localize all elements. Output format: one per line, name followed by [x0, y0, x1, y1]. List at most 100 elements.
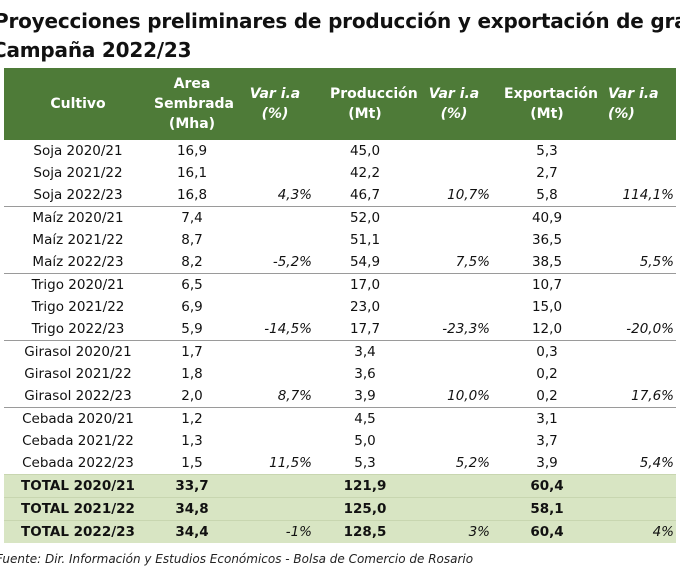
- cell-var1: [232, 407, 318, 430]
- cell-var2: [412, 140, 496, 162]
- cell-var1: [232, 229, 318, 251]
- cell-var1: [232, 497, 318, 521]
- cell-var1: [232, 206, 318, 229]
- cell-var3: [598, 407, 676, 430]
- cell-var1: [232, 363, 318, 385]
- header-exportacion: Exportación (Mt): [496, 68, 598, 140]
- cell-exp: 5,3: [536, 143, 558, 159]
- cell-var1: 11,5%: [269, 455, 312, 471]
- cell-area: 8,7: [181, 232, 203, 248]
- cell-prod: 46,7: [349, 187, 381, 203]
- cell-area: 16,1: [176, 165, 208, 181]
- cell-var3: 114,1%: [622, 187, 674, 203]
- cell-var2: 10,7%: [447, 187, 490, 203]
- cell-cultivo: Maíz 2021/22: [32, 232, 124, 248]
- table-row: Girasol 2021/22 1,8 3,6 0,2: [4, 363, 676, 385]
- cell-var2: [412, 340, 496, 363]
- cell-exp: 3,7: [536, 433, 558, 449]
- cell-var1: -1%: [232, 520, 318, 543]
- cell-exp: 60,4: [496, 474, 598, 498]
- cell-exp: 0,2: [536, 366, 558, 382]
- cell-var3: [598, 430, 676, 452]
- header-cultivo: Cultivo: [4, 68, 152, 140]
- cell-prod: 54,9: [349, 254, 381, 270]
- table-row: Trigo 2020/21 6,5 17,0 10,7: [4, 273, 676, 296]
- cell-var3: [598, 296, 676, 318]
- header-var-produccion: Var i.a (%): [412, 68, 496, 140]
- cell-area: 1,8: [181, 366, 203, 382]
- cell-var3: [598, 140, 676, 162]
- cell-var3: [598, 229, 676, 251]
- table-row: Trigo 2022/23 5,9 -14,5% 17,7 -23,3% 12,0 -20,…: [4, 318, 676, 341]
- cell-cultivo: TOTAL 2022/23: [4, 520, 152, 543]
- header-produccion: Producción (Mt): [318, 68, 418, 140]
- cell-cultivo: Cebada 2022/23: [22, 455, 134, 471]
- table-row: Girasol 2020/21 1,7 3,4 0,3: [4, 340, 676, 363]
- cell-prod: 3,6: [354, 366, 376, 382]
- cell-var3: [598, 162, 676, 184]
- cell-prod: 51,1: [349, 232, 381, 248]
- cell-exp: 0,2: [536, 388, 558, 404]
- cell-cultivo: Maíz 2020/21: [4, 206, 152, 229]
- cell-area: 1,7: [152, 340, 232, 363]
- cell-prod: 5,3: [354, 455, 376, 471]
- cell-var3: 4%: [598, 520, 676, 543]
- cell-area: 7,4: [152, 206, 232, 229]
- cell-var3: [598, 340, 676, 363]
- cell-exp: 3,1: [496, 407, 598, 430]
- cell-var2: [412, 430, 496, 452]
- cell-prod: 23,0: [349, 299, 381, 315]
- cell-var3: [598, 363, 676, 385]
- cell-var2: 10,0%: [447, 388, 490, 404]
- cell-area: 6,5: [152, 273, 232, 296]
- cell-var2: [412, 162, 496, 184]
- cell-cultivo: Soja 2022/23: [33, 187, 123, 203]
- table-row: Maíz 2020/21 7,4 52,0 40,9: [4, 206, 676, 229]
- cell-var1: [232, 162, 318, 184]
- cell-var3: [598, 273, 676, 296]
- total-row: TOTAL 2020/21 33,7 121,9 60,4: [4, 474, 676, 498]
- cell-prod: 17,0: [318, 273, 412, 296]
- cell-var2: 5,2%: [455, 455, 490, 471]
- cell-var1: [232, 474, 318, 498]
- cell-cultivo: Trigo 2022/23: [31, 321, 125, 337]
- title-line-1: Proyecciones preliminares de producción …: [0, 9, 680, 33]
- cell-var1: -5,2%: [272, 254, 312, 270]
- cell-prod: 45,0: [349, 143, 381, 159]
- cell-var1: [232, 296, 318, 318]
- cell-var2: [412, 296, 496, 318]
- title-line-2: Campaña 2022/23: [0, 38, 192, 62]
- cell-exp: 10,7: [496, 273, 598, 296]
- cell-var2: [412, 407, 496, 430]
- table-row: Cebada 2021/22 1,3 5,0 3,7: [4, 430, 676, 452]
- cell-var1: 4,3%: [277, 187, 312, 203]
- cell-var2: 7,5%: [455, 254, 490, 270]
- table-row: Cebada 2020/21 1,2 4,5 3,1: [4, 407, 676, 430]
- cell-prod: 128,5: [318, 520, 412, 543]
- cell-prod: 3,9: [354, 388, 376, 404]
- cell-area: 5,9: [181, 321, 203, 337]
- cell-prod: 52,0: [318, 206, 412, 229]
- cell-cultivo: Soja 2020/21: [33, 143, 123, 159]
- cell-var1: -14,5%: [264, 321, 312, 337]
- source-note: Fuente: Dir. Información y Estudios Econ…: [0, 552, 474, 566]
- cell-exp: 12,0: [531, 321, 563, 337]
- cell-var3: 5,5%: [639, 254, 674, 270]
- header-row: Cultivo Area Sembrada (Mha) Var i.a (%) …: [4, 68, 676, 140]
- table-row: Maíz 2021/22 8,7 51,1 36,5: [4, 229, 676, 251]
- cell-exp: 36,5: [531, 232, 563, 248]
- cell-cultivo: Soja 2021/22: [33, 165, 123, 181]
- table-row: Soja 2022/23 16,8 4,3% 46,7 10,7% 5,8 114,1%: [4, 184, 676, 207]
- cell-var2: [412, 497, 496, 521]
- cell-area: 1,5: [181, 455, 203, 471]
- total-row: TOTAL 2022/23 34,4 -1% 128,5 3% 60,4 4%: [4, 520, 676, 543]
- total-row: TOTAL 2021/22 34,8 125,0 58,1: [4, 497, 676, 521]
- cell-area: 8,2: [181, 254, 203, 270]
- cell-prod: 3,4: [318, 340, 412, 363]
- cell-area: 6,9: [181, 299, 203, 315]
- cell-area: 2,0: [181, 388, 203, 404]
- table-row: Soja 2021/22 16,1 42,2 2,7: [4, 162, 676, 184]
- cell-area: 16,9: [176, 143, 208, 159]
- cell-exp: 60,4: [496, 520, 598, 543]
